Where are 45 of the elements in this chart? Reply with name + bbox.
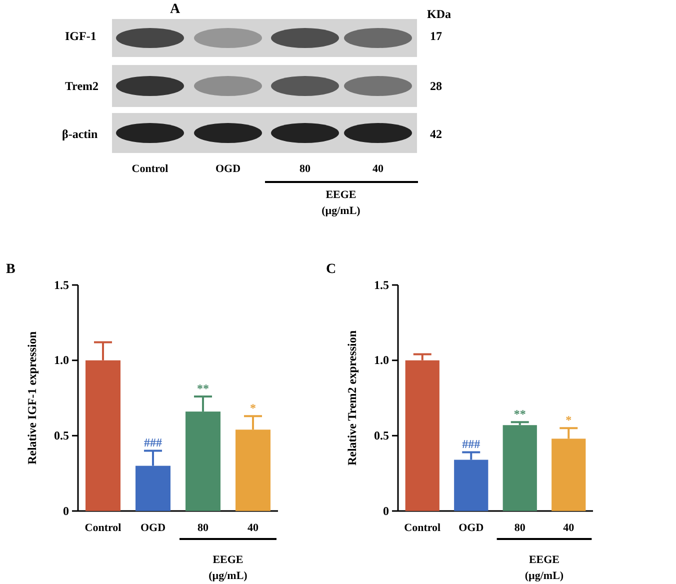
text: 40 — [372, 163, 384, 175]
text: OGD — [215, 163, 241, 175]
text: 42 — [430, 127, 442, 141]
y-tick-label: 1.5 — [374, 278, 389, 292]
text: EEGE — [326, 189, 356, 201]
text: 17 — [430, 29, 442, 43]
text: 28 — [430, 79, 442, 93]
text: 80 — [300, 163, 311, 175]
text: A — [170, 2, 181, 17]
annotation: ** — [514, 407, 526, 422]
annotation: ** — [197, 381, 209, 396]
annotation: * — [250, 401, 256, 416]
bar — [502, 425, 537, 511]
text: (µg/mL) — [208, 570, 248, 582]
annotation: * — [566, 413, 572, 428]
y-tick-label: 0 — [63, 504, 69, 518]
y-axis-title: Relative IGF-1 expression — [25, 331, 39, 465]
chart-title: B — [6, 262, 16, 277]
y-tick-label: 0.5 — [374, 428, 389, 443]
x-tick-label: OGD — [458, 522, 484, 534]
text: β-actin — [62, 127, 98, 141]
x-tick-label: Control — [84, 522, 122, 534]
annotation: ### — [462, 437, 480, 452]
x-tick-label: Control — [404, 522, 441, 534]
x-tick-label: 80 — [514, 522, 526, 534]
x-tick-label: 80 — [198, 522, 209, 534]
text: (µg/mL) — [524, 570, 564, 582]
chart-title: C — [326, 262, 336, 277]
text: EEGE — [528, 554, 560, 566]
y-tick-label: 0.5 — [54, 428, 69, 443]
y-tick-label: 1.0 — [54, 353, 69, 368]
annotation: ### — [144, 436, 162, 450]
text: Trem2 — [65, 79, 99, 93]
x-tick-label: 40 — [248, 522, 259, 534]
x-tick-label: 40 — [563, 522, 575, 534]
y-tick-label: 1.5 — [54, 278, 69, 292]
text: IGF-1 — [65, 29, 96, 43]
x-tick-label: OGD — [140, 522, 166, 534]
text: EEGE — [212, 554, 244, 566]
text: Control — [132, 163, 168, 175]
y-tick-label: 1.0 — [374, 353, 389, 368]
text: (µg/mL) — [322, 205, 361, 217]
y-tick-label: 0 — [383, 504, 389, 518]
y-axis-title: Relative Trem2 expression — [345, 330, 359, 466]
text: KDa — [427, 7, 451, 21]
